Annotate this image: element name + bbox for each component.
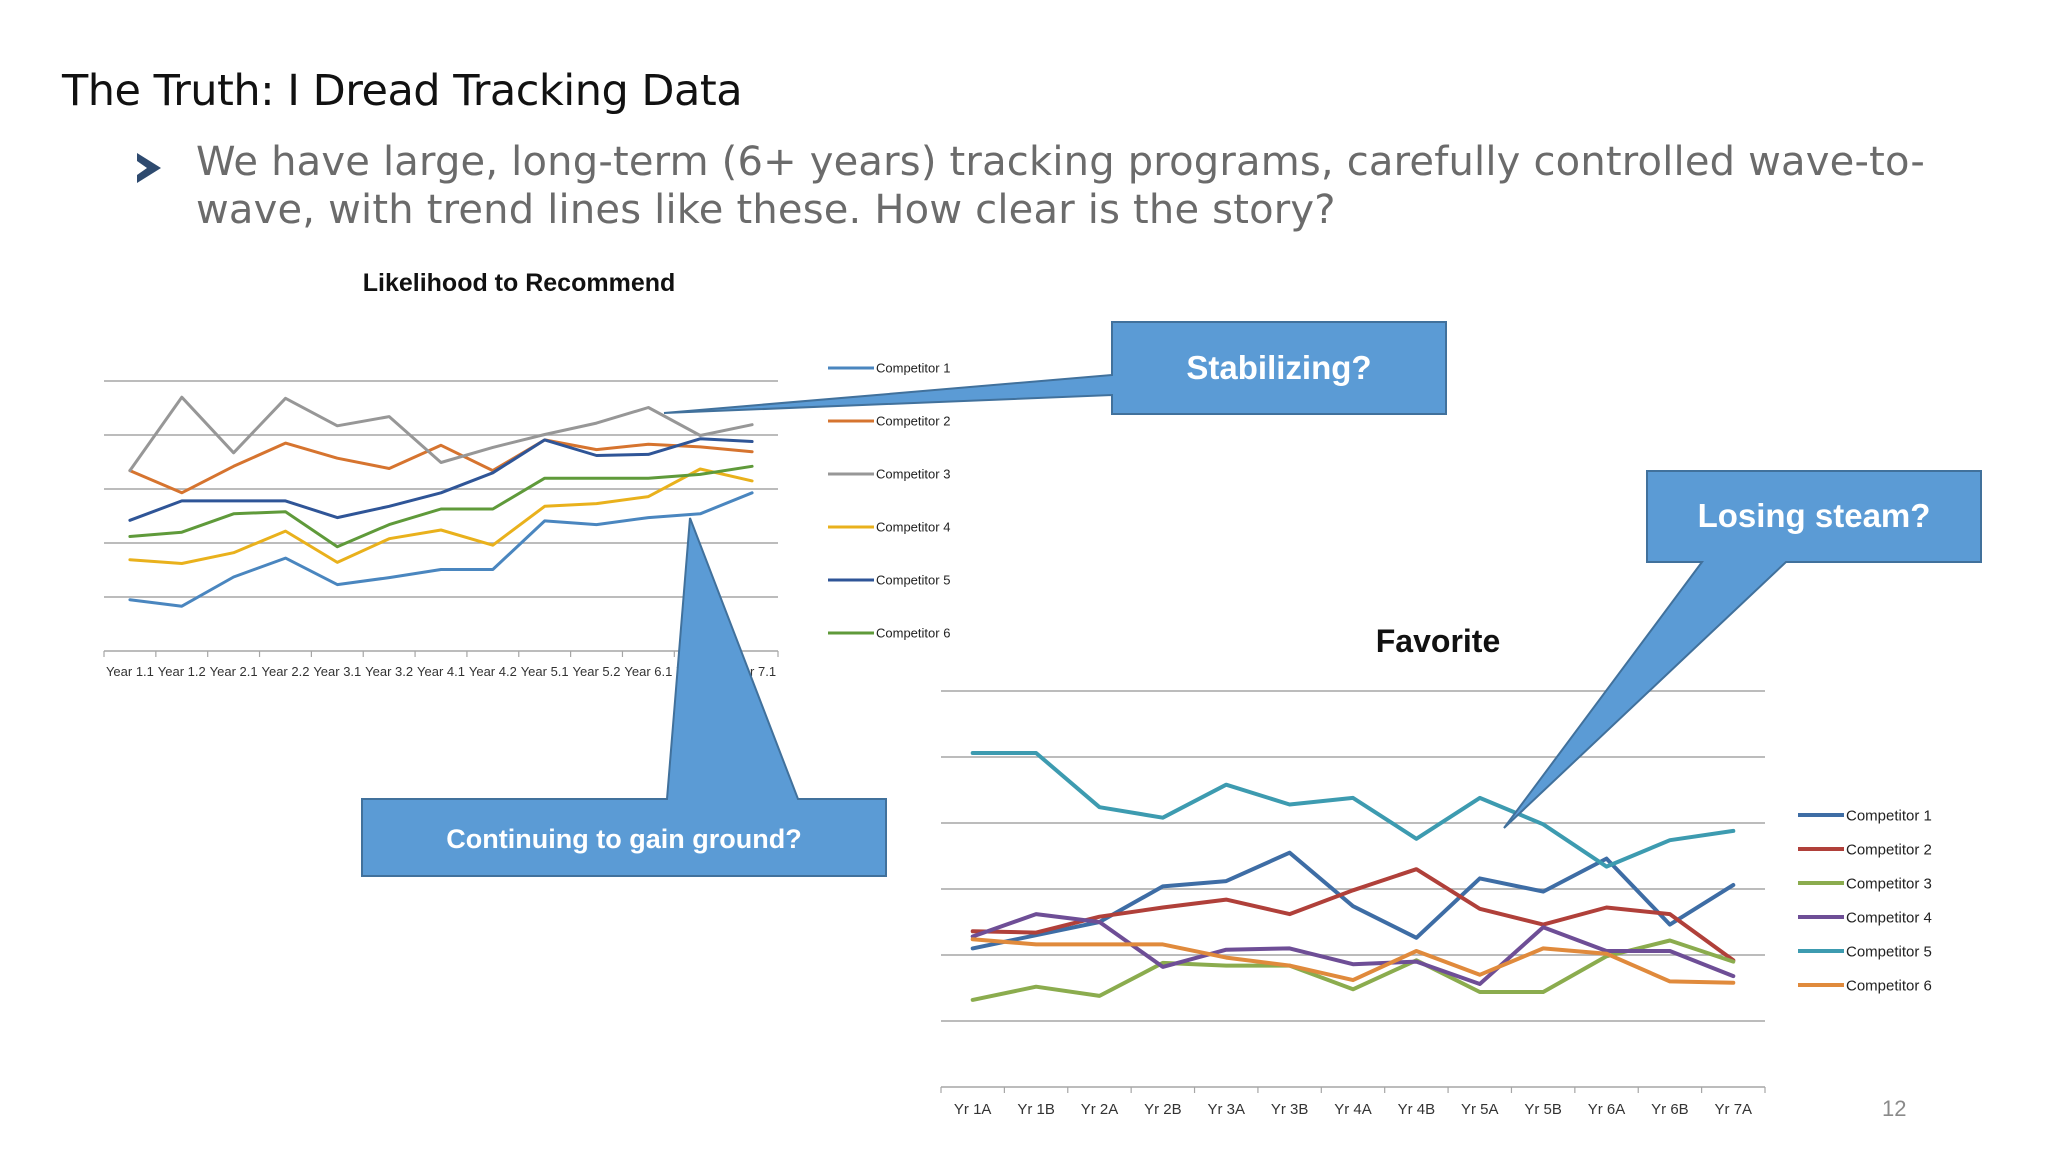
bullet-text: We have large, long-term (6+ years) trac… bbox=[196, 139, 1926, 233]
x-tick-label: Yr 2A bbox=[1081, 1101, 1119, 1118]
x-tick-label: Yr 6B bbox=[1651, 1101, 1689, 1118]
legend-entry: Competitor 3 bbox=[1846, 875, 1932, 892]
series-line-5 bbox=[128, 437, 754, 522]
legend-entry: Competitor 5 bbox=[1846, 943, 1932, 960]
x-tick-label: Year 1.1 bbox=[106, 664, 154, 679]
callout-gaining-ground-shape bbox=[361, 517, 887, 877]
legend-entry: Competitor 4 bbox=[1846, 909, 1932, 926]
x-tick-label: Yr 1B bbox=[1017, 1101, 1055, 1118]
x-tick-label: Year 2.1 bbox=[210, 664, 258, 679]
series-line-3 bbox=[970, 938, 1736, 1002]
legend-entry: Competitor 3 bbox=[876, 467, 950, 482]
legend-entry: Competitor 2 bbox=[1846, 841, 1932, 858]
x-tick-label: Yr 6A bbox=[1588, 1101, 1626, 1118]
series-line-4 bbox=[970, 912, 1736, 986]
chart-title: Likelihood to Recommend bbox=[363, 269, 676, 297]
legend-entry: Competitor 6 bbox=[876, 626, 950, 641]
x-tick-label: Yr 3A bbox=[1207, 1101, 1245, 1118]
series-line-6 bbox=[970, 937, 1736, 985]
x-tick-label: Year 6.1 bbox=[624, 664, 672, 679]
x-tick-label: Yr 5B bbox=[1524, 1101, 1562, 1118]
series-line-5 bbox=[970, 751, 1736, 869]
legend-entry: Competitor 1 bbox=[876, 361, 950, 376]
x-tick-label: Yr 4A bbox=[1334, 1101, 1372, 1118]
legend-entry: Competitor 6 bbox=[1846, 977, 1932, 994]
page-number: 12 bbox=[1882, 1096, 1907, 1121]
series-line-6 bbox=[128, 464, 754, 549]
x-tick-label: Yr 2B bbox=[1144, 1101, 1182, 1118]
series-line-2 bbox=[128, 438, 754, 495]
x-tick-label: Yr 7A bbox=[1715, 1101, 1753, 1118]
x-tick-label: Year 4.2 bbox=[469, 664, 517, 679]
callout-losing-steam-shape bbox=[1503, 470, 1982, 829]
x-tick-label: Yr 3B bbox=[1271, 1101, 1309, 1118]
arrow-bullet-icon bbox=[137, 153, 161, 183]
callout-stabilizing-shape bbox=[663, 321, 1447, 415]
series-line-2 bbox=[970, 867, 1736, 963]
x-tick-label: Year 3.1 bbox=[313, 664, 361, 679]
legend-entry: Competitor 4 bbox=[876, 520, 950, 535]
series-line-3 bbox=[128, 395, 754, 473]
x-tick-label: Year 5.2 bbox=[573, 664, 621, 679]
callout-losing-steam-text: Losing steam? bbox=[1698, 497, 1931, 534]
callout-gaining-ground-text: Continuing to gain ground? bbox=[446, 824, 801, 854]
x-tick-label: Year 2.2 bbox=[261, 664, 309, 679]
x-tick-label: Year 1.2 bbox=[158, 664, 206, 679]
chart-title: Favorite bbox=[1376, 623, 1500, 659]
legend-entry: Competitor 5 bbox=[876, 573, 950, 588]
x-tick-label: Year 3.2 bbox=[365, 664, 413, 679]
x-tick-label: Yr 1A bbox=[954, 1101, 992, 1118]
legend-entry: Competitor 1 bbox=[1846, 807, 1932, 824]
x-tick-label: Year 5.1 bbox=[521, 664, 569, 679]
legend-entry: Competitor 2 bbox=[876, 414, 950, 429]
slide-title: The Truth: I Dread Tracking Data bbox=[62, 66, 743, 116]
x-tick-label: Year 4.1 bbox=[417, 664, 465, 679]
x-tick-label: Yr 5A bbox=[1461, 1101, 1499, 1118]
series-line-1 bbox=[128, 491, 754, 608]
callout-stabilizing-text: Stabilizing? bbox=[1186, 349, 1371, 386]
x-tick-label: Yr 4B bbox=[1398, 1101, 1436, 1118]
series-line-4 bbox=[128, 467, 754, 565]
